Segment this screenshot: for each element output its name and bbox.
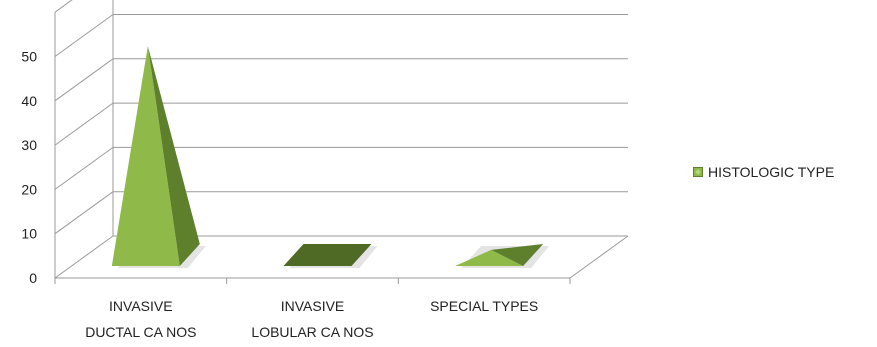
x-category-label: INVASIVE <box>281 298 345 314</box>
bar-face-side <box>491 244 544 266</box>
gridline-side <box>54 191 114 235</box>
y-tick-label: 0 <box>29 270 37 286</box>
y-tick-label: 50 <box>21 49 37 65</box>
marks <box>111 46 550 268</box>
gridline-side <box>54 102 114 146</box>
labels: 0 10 20 30 40 50 INVASIVE DUCTAL CA NOS INVASIVE… <box>21 49 538 341</box>
gridlines <box>54 0 628 279</box>
gridline-side <box>54 14 114 57</box>
y-tick-label: 20 <box>21 181 37 197</box>
legend-swatch-histologic-type <box>693 167 703 177</box>
x-category-label: INVASIVE <box>109 298 173 314</box>
bar-face-front <box>455 249 524 266</box>
x-category-label: DUCTAL CA NOS <box>85 324 196 340</box>
gridline-side <box>54 58 114 102</box>
legend: HISTOLOGIC TYPE <box>693 164 834 180</box>
y-tick-label: 10 <box>21 226 37 242</box>
gridline-side <box>54 0 73 13</box>
axes <box>54 12 629 284</box>
gridline-side <box>54 235 114 279</box>
x-category-label: SPECIAL TYPES <box>430 298 538 314</box>
y-tick-label: 40 <box>21 93 37 109</box>
x-category-label: LOBULAR CA NOS <box>251 324 373 340</box>
legend-label-histologic-type: HISTOLOGIC TYPE <box>708 164 835 180</box>
y-tick-label: 30 <box>21 137 37 153</box>
bar-face-front <box>111 46 180 266</box>
bar-flat-base <box>283 244 372 266</box>
gridline-side <box>54 146 114 190</box>
floor-right-edge <box>569 235 629 279</box>
bar-face-side <box>147 46 200 266</box>
